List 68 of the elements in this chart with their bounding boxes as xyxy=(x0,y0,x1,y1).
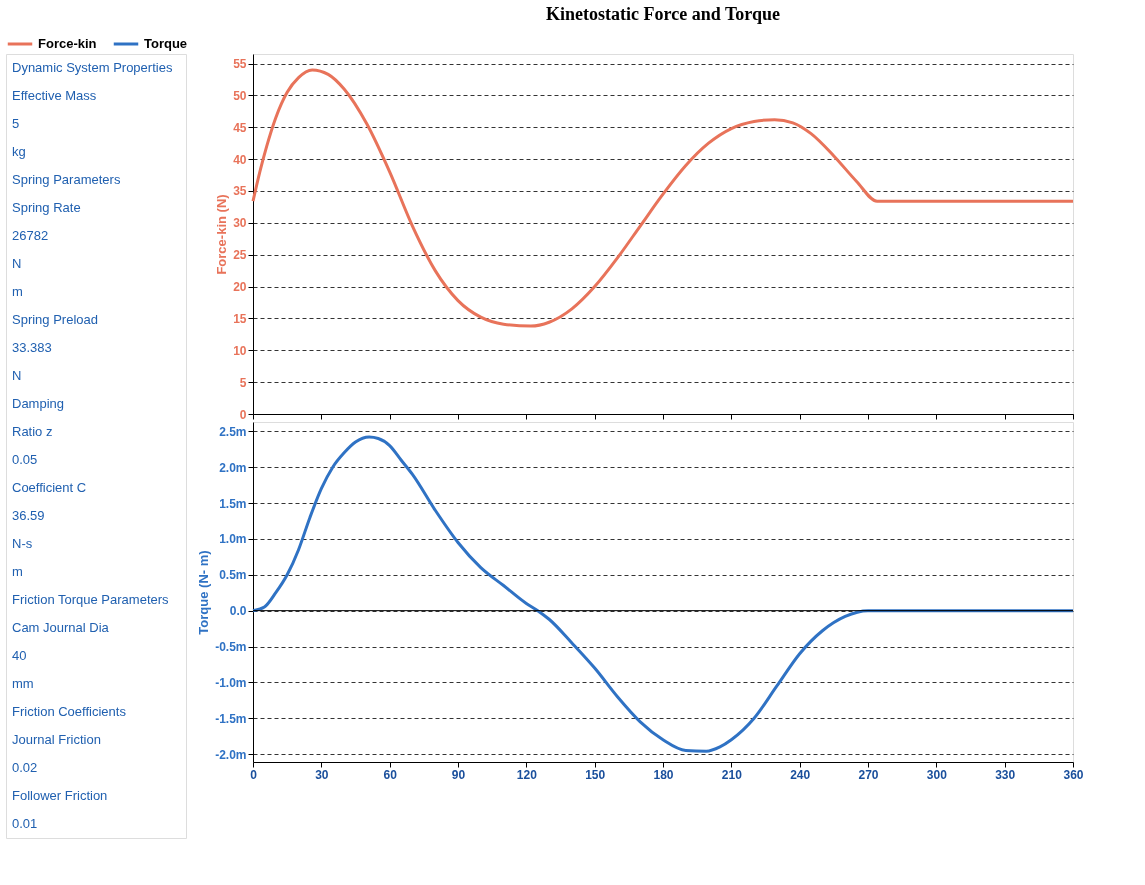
x-tick-label: 60 xyxy=(383,767,398,782)
text: N-s xyxy=(12,536,33,551)
y-tick-label: 0.5m xyxy=(219,568,247,583)
text: 26782 xyxy=(12,228,49,243)
x-tick-label: 30 xyxy=(315,767,329,782)
y-tick-label: 20 xyxy=(233,280,247,295)
text: Friction Torque Parameters xyxy=(12,592,170,607)
text: Spring Parameters xyxy=(12,172,121,187)
text: 0.02 xyxy=(12,760,38,775)
y-tick-label: 55 xyxy=(233,57,247,72)
y-axis-title: Force-kin (N) xyxy=(214,194,230,275)
text: Coefficient C xyxy=(12,480,87,495)
y-tick-label: 5 xyxy=(239,375,247,390)
x-tick-label: 270 xyxy=(858,767,879,782)
x-tick-label: 150 xyxy=(585,767,606,782)
x-tick-label: 120 xyxy=(516,767,538,782)
text: m xyxy=(12,284,23,299)
text: 0.05 xyxy=(12,452,38,467)
y-tick-label: 50 xyxy=(233,88,247,103)
text: Dynamic System Properties xyxy=(12,60,173,75)
text: Spring Rate xyxy=(12,200,81,215)
text: N xyxy=(12,368,22,383)
x-tick-label: 360 xyxy=(1063,767,1084,782)
text: 5 xyxy=(12,116,20,131)
y-tick-label: -0.5m xyxy=(215,640,247,655)
text: Spring Preload xyxy=(12,312,98,327)
y-tick-label: 35 xyxy=(233,184,247,199)
text: m xyxy=(12,564,23,579)
text: 33.383 xyxy=(12,340,52,355)
legend-label: Force-kin xyxy=(38,36,97,51)
x-tick-label: 300 xyxy=(926,767,948,782)
text: Damping xyxy=(12,396,65,411)
text: N xyxy=(12,256,22,271)
y-tick-label: 2.5m xyxy=(219,424,247,439)
y-tick-label: 45 xyxy=(233,120,247,135)
x-tick-label: 210 xyxy=(721,767,743,782)
y-tick-label: 30 xyxy=(233,216,247,231)
y-tick-label: 15 xyxy=(233,311,247,326)
text: Friction Coefficients xyxy=(12,704,127,719)
y-tick-label: 25 xyxy=(233,248,247,263)
text: Ratio z xyxy=(12,424,53,439)
text: 40 xyxy=(12,648,27,663)
y-tick-label: 40 xyxy=(233,152,247,167)
y-axis-title: Torque (N- m) xyxy=(196,550,212,635)
x-tick-label: 90 xyxy=(451,767,466,782)
y-tick-label: -1.0m xyxy=(215,675,247,690)
x-tick-label: 180 xyxy=(653,767,674,782)
y-tick-label: 2.0m xyxy=(219,460,247,475)
x-tick-label: 330 xyxy=(995,767,1016,782)
y-tick-label: -2.0m xyxy=(215,747,247,762)
y-tick-label: 0.0 xyxy=(229,604,247,619)
text: mm xyxy=(12,676,34,691)
legend-label: Torque xyxy=(144,36,188,51)
text: 0.01 xyxy=(12,816,38,831)
y-tick-label: 10 xyxy=(233,343,247,358)
text: Effective Mass xyxy=(12,88,97,103)
y-tick-label: 1.0m xyxy=(219,532,247,547)
text: Follower Friction xyxy=(12,788,108,803)
text: Cam Journal Dia xyxy=(12,620,110,635)
y-tick-label: 0 xyxy=(239,407,247,422)
y-tick-label: 1.5m xyxy=(219,496,247,511)
chart-title: Kinetostatic Force and Torque xyxy=(546,4,780,24)
text: Journal Friction xyxy=(12,732,101,747)
text: kg xyxy=(12,144,26,159)
x-tick-label: 0 xyxy=(250,767,258,782)
y-tick-label: -1.5m xyxy=(215,711,247,726)
x-tick-label: 240 xyxy=(790,767,811,782)
text: 36.59 xyxy=(12,508,45,523)
